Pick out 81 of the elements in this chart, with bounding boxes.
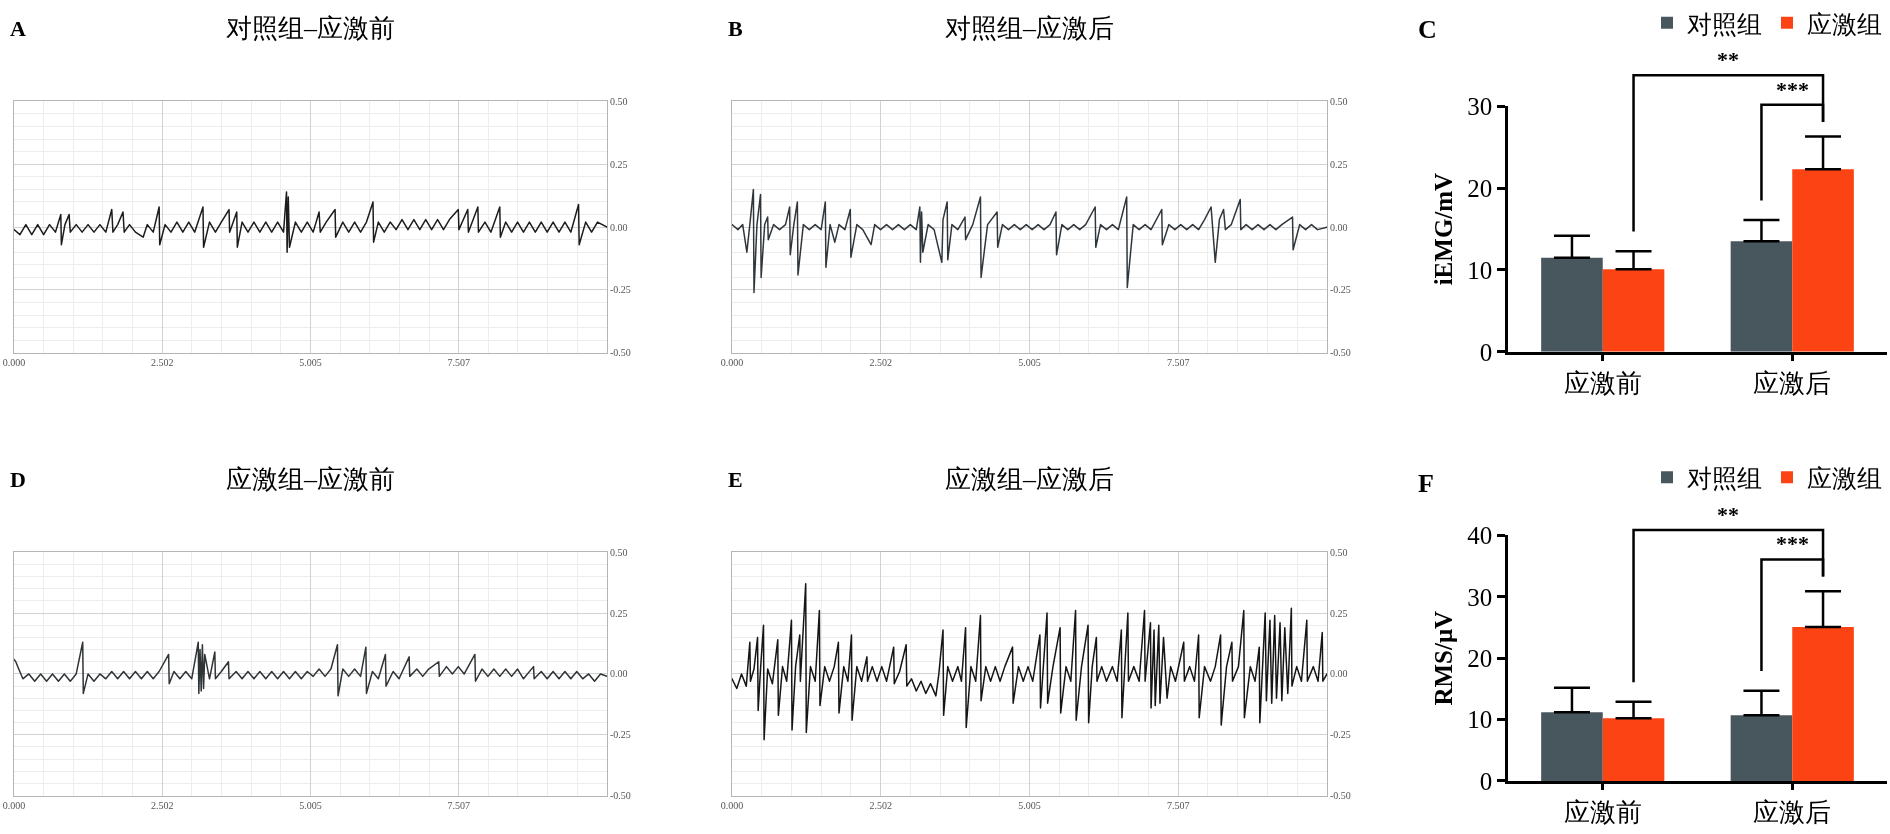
y-tick-label: 10 [1467,256,1493,284]
x-tick-label: 0.000 [720,356,744,368]
x-tick-label: 0.000 [2,799,26,811]
x-tick-label: 7.507 [447,356,470,368]
y-tick-label: 0.00 [610,668,628,680]
bar [1541,712,1603,781]
x-tick-label: 应激前 [1563,368,1642,398]
y-tick-label: -0.25 [1330,284,1351,296]
bar [1730,241,1793,352]
text: ** [1717,502,1739,527]
text: *** [1776,77,1809,102]
y-tick-label: 0.25 [1330,607,1348,619]
legend-label: 应激组 [1807,464,1882,492]
y-tick-label: -0.25 [1330,729,1351,741]
x-tick-label: 应激后 [1753,368,1832,398]
text: A [10,16,26,41]
chart-title: 应激组–应激前 [226,465,395,494]
y-tick-label: -0.25 [610,729,631,741]
y-tick-label: -0.50 [1330,790,1351,802]
line-series [14,191,607,254]
x-tick-label: 0.000 [2,356,26,368]
y-tick-label: -0.50 [610,790,631,802]
x-tick-label: 应激后 [1753,797,1832,827]
x-tick-label: 7.507 [1166,799,1190,811]
y-tick-label: 0.00 [610,221,628,233]
bar [1602,269,1665,352]
y-tick-label: 20 [1467,174,1493,202]
x-tick-label: 7.507 [447,799,470,811]
x-tick-label: 应激前 [1563,797,1642,827]
y-axis-title: iEMG/mV [1430,172,1457,286]
x-tick-label: 2.502 [150,799,174,811]
x-tick-label: 5.005 [299,356,322,368]
line-series [732,583,1327,741]
x-tick-label: 0.000 [720,799,744,811]
bar [1792,626,1854,781]
y-tick-label: 30 [1467,583,1493,611]
line-series [14,641,607,697]
legend-label: 对照组 [1687,464,1762,492]
annotation: *** [1776,531,1809,556]
chart-title: 应激组–应激后 [945,465,1114,494]
y-tick-label: -0.50 [1330,347,1351,359]
y-tick-label: 0.50 [1330,95,1348,107]
bar [1602,718,1665,781]
x-tick-label: 5.005 [1018,799,1041,811]
bar [1730,715,1793,781]
y-tick-label: 10 [1467,706,1493,734]
y-tick-label: 0.50 [610,546,628,558]
y-tick-label: -0.25 [610,284,631,296]
text: B [728,16,743,41]
y-tick-label: -0.50 [610,347,631,359]
x-tick-label: 5.005 [1018,356,1041,368]
bar [1792,169,1854,352]
y-tick-label: 30 [1467,93,1493,121]
text: F [1418,469,1434,498]
y-tick-label: 0.00 [1330,668,1348,680]
y-tick-label: 0.00 [1330,221,1348,233]
x-tick-label: 2.502 [150,356,174,368]
legend-label: 对照组 [1687,10,1762,38]
y-tick-label: 0.50 [1330,546,1348,558]
x-tick-label: 2.502 [869,799,892,811]
text: C [1418,15,1437,44]
y-tick-label: 0.25 [610,607,628,619]
chart-title: 对照组–应激前 [226,14,395,43]
text: D [10,467,26,492]
legend-label: 应激组 [1807,10,1882,38]
y-tick-label: 0.25 [1330,158,1348,170]
chart-title: 对照组–应激后 [945,14,1114,43]
y-tick-label: 0 [1479,767,1493,795]
y-axis-title: RMS/μV [1430,610,1457,706]
line-series [732,188,1327,294]
x-tick-label: 2.502 [869,356,892,368]
bar [1541,257,1603,352]
text: ** [1717,47,1739,72]
y-tick-label: 0.25 [610,158,628,170]
y-tick-label: 40 [1467,522,1493,550]
x-tick-label: 5.005 [299,799,322,811]
y-tick-label: 0 [1479,338,1493,366]
text: E [728,467,743,492]
y-tick-label: 0.50 [610,95,628,107]
x-tick-label: 7.507 [1166,356,1190,368]
y-tick-label: 20 [1467,644,1493,672]
